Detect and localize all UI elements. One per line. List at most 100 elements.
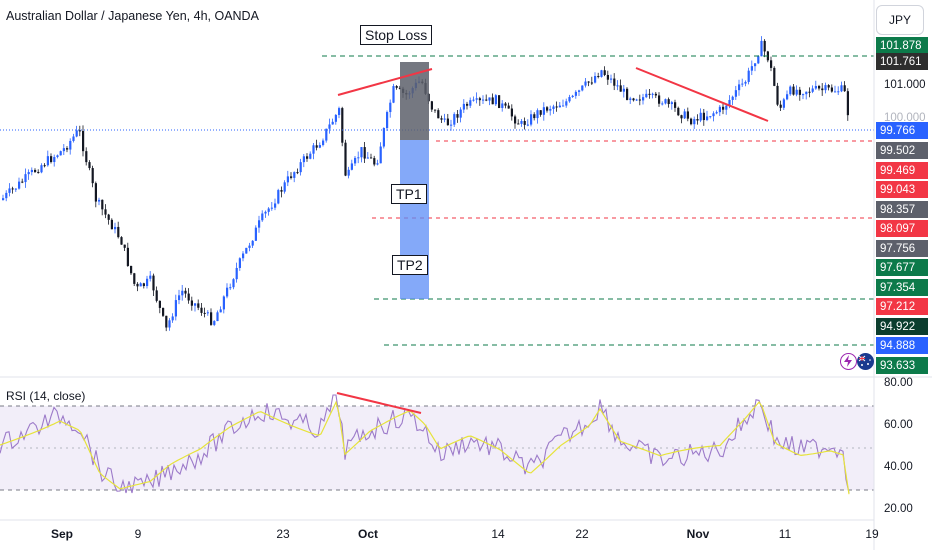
candle-body [552,106,555,109]
candle-body [606,74,609,80]
candle-body [56,155,59,158]
candle-body [299,162,302,173]
candle-body [350,163,353,170]
candle-body [334,114,337,122]
candle-body [338,108,341,115]
candle-body [379,146,382,164]
candle-body [789,86,792,95]
candle-body [366,157,369,159]
candle-body [702,112,705,121]
candle-body [786,94,789,100]
candle-body [818,86,821,89]
candle-body [34,169,37,172]
candle-body [434,109,437,111]
price-tag: 97.756 [876,240,928,257]
candle-body [450,124,453,126]
candle-body [568,97,571,102]
price-tag: 97.212 [876,298,928,315]
candle-body [654,93,657,96]
candle-body [478,98,481,101]
price-tag: 97.354 [876,279,928,296]
price-tag: 98.097 [876,220,928,237]
candle-body [197,303,200,308]
candle-body [216,312,219,322]
candle-body [62,148,65,152]
symbol-title[interactable]: Australian Dollar / Japanese Yen, 4h, OA… [6,9,259,23]
candle-body [539,110,542,115]
candle-body [126,247,129,266]
candle-body [683,111,686,119]
candle-body [242,253,245,259]
candle-body [184,290,187,294]
candle-body [162,307,165,316]
candle-body [53,157,56,163]
candle-body [456,114,459,118]
rsi-indicator-title[interactable]: RSI (14, close) [6,389,86,403]
candle-body [734,90,737,97]
time-axis-label: Sep [50,527,74,541]
stop-loss-label[interactable]: Stop Loss [360,25,433,45]
candle-body [629,98,632,100]
candle-body [696,119,699,121]
candle-body [661,103,664,105]
candle-body [622,88,625,92]
candle-body [485,99,488,101]
candle-body [626,88,629,100]
candle-body [139,283,142,287]
candle-body [674,102,677,108]
lightning-icon[interactable] [840,353,857,370]
candle-body [549,108,552,111]
candle-body [190,300,193,306]
currency-button[interactable]: JPY [876,5,924,35]
candle-body [507,105,510,109]
candle-body [229,287,232,289]
price-tag: 99.043 [876,181,928,198]
candle-body [101,199,104,210]
candle-body [475,98,478,100]
candle-body [725,105,728,110]
rsi-line [0,394,850,494]
candle-body [770,60,773,68]
candle-body [814,86,817,89]
candle-body [558,105,561,108]
candle-body [37,171,40,173]
candle-body [123,244,126,248]
candle-body [245,247,248,254]
candle-body [226,287,229,297]
candle-body [258,220,261,228]
candle-body [181,290,184,296]
candle-body [50,156,53,163]
candle-body [718,106,721,113]
candle-body [238,258,241,268]
price-axis-label: 100.000 [884,112,926,124]
time-axis-label: 14 [491,527,505,541]
candle-body [72,136,75,141]
candle-body [546,107,549,111]
stop-loss-zone [400,62,429,140]
candle-body [587,81,590,83]
candle-body [357,157,360,159]
candle-body [210,312,213,325]
candle-body [11,188,14,190]
candle-body [571,95,574,98]
candle-body [603,70,606,75]
candle-body [376,163,379,165]
candle-body [302,156,305,163]
price-tag: 98.357 [876,201,928,218]
candle-body [395,86,398,88]
candle-body [219,309,222,313]
tp2-label[interactable]: TP2 [392,255,428,275]
candle-body [472,99,475,101]
candle-body [94,183,97,202]
candle-body [360,147,363,158]
candle-body [69,140,72,150]
candle-body [498,95,501,108]
candle-body [248,245,251,248]
candle-body [462,103,465,110]
candle-body [827,85,830,88]
candle-body [805,91,808,95]
tp1-label[interactable]: TP1 [391,184,427,204]
candle-body [398,87,401,89]
australia-flag-icon[interactable] [857,353,874,370]
